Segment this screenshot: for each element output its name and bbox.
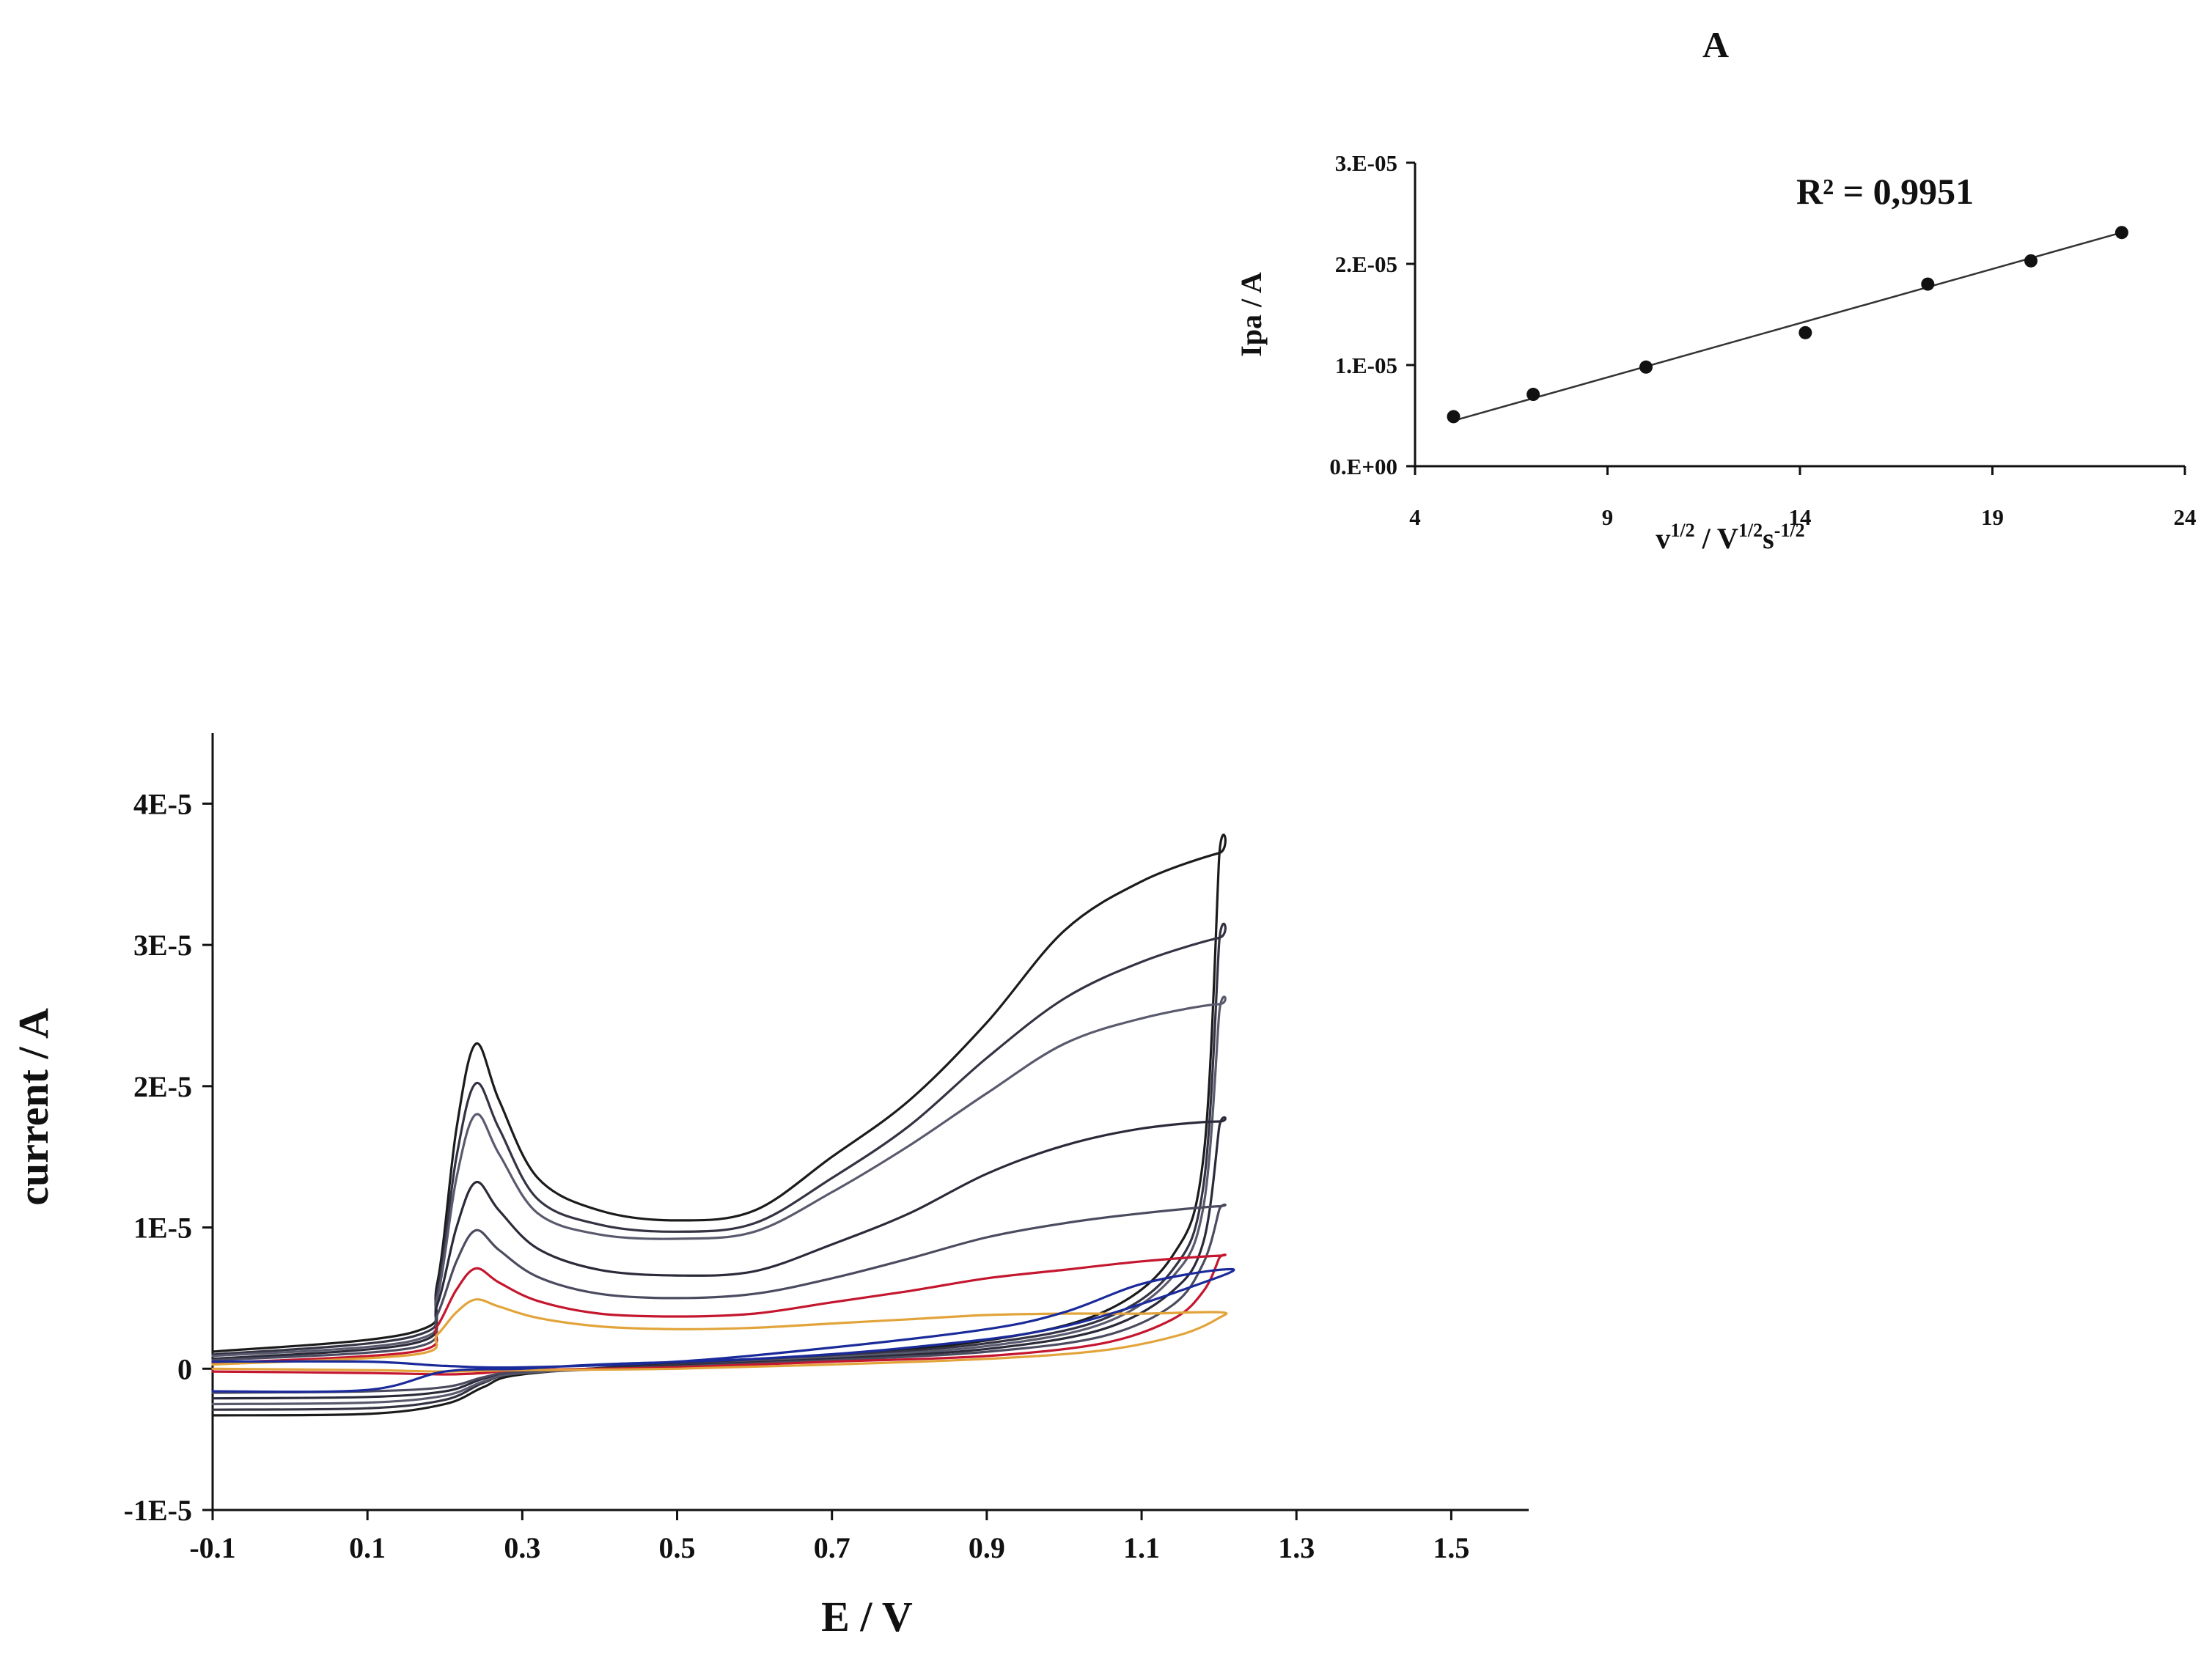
cv-x-tick-label: 1.3: [1278, 1531, 1315, 1564]
cv-x-tick-label: 0.5: [659, 1531, 696, 1564]
cv-x-axis-title: E / V: [821, 1593, 913, 1640]
inset-panel-label: A: [1702, 24, 1729, 65]
inset-data-point: [1447, 410, 1460, 424]
inset-r2-annotation: R² = 0,9951: [1796, 171, 1974, 212]
cv-curve: [211, 1203, 1227, 1394]
cv-x-tick-label: 1.1: [1123, 1531, 1160, 1564]
cv-curve: [211, 1298, 1228, 1373]
inset-y-tick-label: 3.E-05: [1335, 150, 1397, 176]
inset-x-tick-label: 19: [1981, 504, 2004, 530]
cv-y-tick-label: 1E-5: [133, 1212, 192, 1245]
inset-x-tick-label: 24: [2174, 504, 2197, 530]
inset-y-tick-label: 1.E-05: [1335, 353, 1397, 378]
cv-y-tick-label: 2E-5: [133, 1070, 192, 1103]
inset-y-axis-title: Ipa / A: [1235, 272, 1268, 357]
inset-x-axis-title: v1/2 / V1/2s-1/2: [1656, 520, 1804, 555]
inset-data-point: [1921, 277, 1935, 291]
cv-x-tick-label: 1.5: [1433, 1531, 1469, 1564]
inset-x-tick-label: 14: [1789, 504, 1812, 530]
inset-x-tick-label: 4: [1409, 504, 1421, 530]
inset-y-tick-label: 0.E+00: [1329, 454, 1397, 479]
cv-y-axis-title: current / A: [10, 1008, 57, 1206]
inset-data-point: [2024, 254, 2038, 268]
inset-data-point: [1526, 388, 1540, 402]
inset-y-tick-label: 2.E-05: [1335, 251, 1397, 277]
cv-curve: [211, 1267, 1235, 1393]
cv-plot: -0.1 0.1 0.3 0.5 0.7 0.9 1.1 1.3 1.5 -1E-5 0 1E-5 2E…: [10, 733, 1529, 1640]
inset-data-point: [2114, 226, 2128, 240]
inset-data-point: [1798, 325, 1812, 339]
cv-x-tick-label: 0.1: [349, 1531, 386, 1564]
inset-x-tick-label: 9: [1602, 504, 1614, 530]
inset-plot: A 4 9 14 19 24 0.E+00 1.E-05 2.E-05 3.E-05 v1/2 / …: [1235, 24, 2197, 555]
inset-data-point: [1639, 360, 1653, 374]
inset-trendline: [1453, 232, 2123, 422]
cv-x-tick-label: 0.9: [969, 1531, 1005, 1564]
cv-x-tick-label: 0.3: [504, 1531, 540, 1564]
cv-y-tick-label: 0: [177, 1352, 192, 1385]
cv-x-tick-label: -0.1: [189, 1531, 235, 1564]
cv-y-tick-label: -1E-5: [124, 1494, 192, 1527]
cv-y-tick-label: 3E-5: [133, 929, 192, 962]
cv-curve: [211, 833, 1227, 1417]
cv-y-tick-label: 4E-5: [133, 787, 192, 820]
cv-x-tick-label: 0.7: [814, 1531, 850, 1564]
